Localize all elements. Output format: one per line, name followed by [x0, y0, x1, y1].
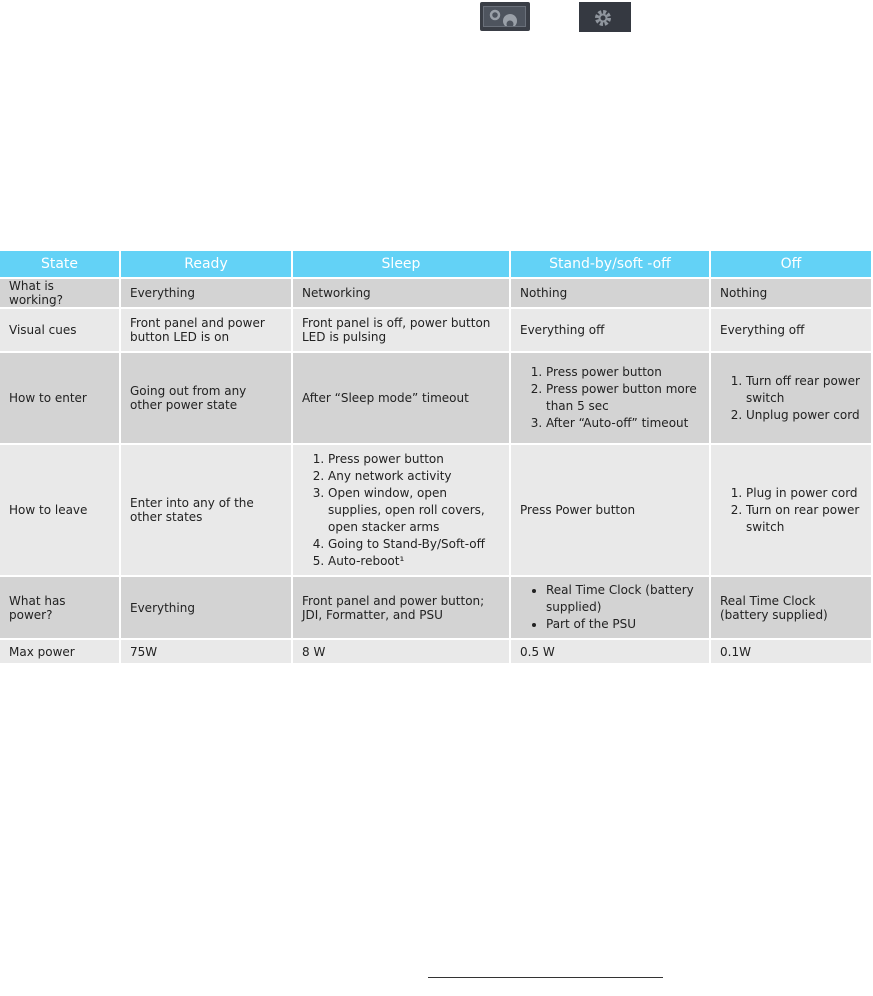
cell-sleep: Front panel is off, power button LED is … [293, 309, 509, 351]
cell-ready: Enter into any of the other states [121, 445, 291, 575]
cell-sleep: After “Sleep mode” timeout [293, 353, 509, 443]
cell-ready: Everything [121, 279, 291, 307]
cell-off: Real Time Clock (battery supplied) [711, 577, 871, 638]
row-label: How to enter [0, 353, 119, 443]
cell-ready: Everything [121, 577, 291, 638]
cell-off: Turn off rear power switch Unplug power … [711, 353, 871, 443]
list-item: Turn on rear power switch [746, 502, 862, 536]
list-item: Press power button more than 5 sec [546, 381, 700, 415]
header-row: State Ready Sleep Stand-by/soft -off Off [0, 251, 871, 277]
cell-sleep: Front panel and power button; JDI, Forma… [293, 577, 509, 638]
header-off: Off [711, 251, 871, 277]
cell-sleep: 8 W [293, 640, 509, 663]
list-item: After “Auto-off” timeout [546, 415, 700, 432]
list-item: Open window, open supplies, open roll co… [328, 485, 500, 536]
table-row: What has power? Everything Front panel a… [0, 577, 871, 638]
list-item: Turn off rear power switch [746, 373, 862, 407]
cell-ready: 75W [121, 640, 291, 663]
gear-icon[interactable] [579, 2, 631, 32]
cell-off: Plug in power cord Turn on rear power sw… [711, 445, 871, 575]
cell-standby: Nothing [511, 279, 709, 307]
table-row: What is working? Everything Networking N… [0, 279, 871, 307]
cell-off: Nothing [711, 279, 871, 307]
list-item: Part of the PSU [546, 616, 700, 633]
cell-ready: Going out from any other power state [121, 353, 291, 443]
cell-off: 0.1W [711, 640, 871, 663]
table-row: Visual cues Front panel and power button… [0, 309, 871, 351]
header-state: State [0, 251, 119, 277]
list-item: Press power button [546, 364, 700, 381]
cell-standby: 0.5 W [511, 640, 709, 663]
header-sleep: Sleep [293, 251, 509, 277]
cell-sleep: Networking [293, 279, 509, 307]
table-row: Max power 75W 8 W 0.5 W 0.1W [0, 640, 871, 663]
power-states-table: State Ready Sleep Stand-by/soft -off Off… [0, 249, 873, 665]
footnote-divider [428, 977, 663, 978]
list-item: Press power button [328, 451, 500, 468]
row-label: Max power [0, 640, 119, 663]
row-label: What has power? [0, 577, 119, 638]
list-item: Going to Stand-By/Soft-off [328, 536, 500, 553]
row-label: How to leave [0, 445, 119, 575]
header-ready: Ready [121, 251, 291, 277]
gears-icon[interactable] [480, 2, 530, 31]
list-item: Unplug power cord [746, 407, 862, 424]
list-item: Any network activity [328, 468, 500, 485]
cell-off: Everything off [711, 309, 871, 351]
list-item: Real Time Clock (battery supplied) [546, 582, 700, 616]
list-item: Plug in power cord [746, 485, 862, 502]
table-row: How to enter Going out from any other po… [0, 353, 871, 443]
row-label: Visual cues [0, 309, 119, 351]
cell-standby: Real Time Clock (battery supplied) Part … [511, 577, 709, 638]
header-standby: Stand-by/soft -off [511, 251, 709, 277]
table-row: How to leave Enter into any of the other… [0, 445, 871, 575]
cell-standby: Everything off [511, 309, 709, 351]
row-label: What is working? [0, 279, 119, 307]
cell-standby: Press Power button [511, 445, 709, 575]
cell-ready: Front panel and power button LED is on [121, 309, 291, 351]
cell-sleep: Press power button Any network activity … [293, 445, 509, 575]
cell-standby: Press power button Press power button mo… [511, 353, 709, 443]
list-item: Auto-reboot¹ [328, 553, 500, 570]
